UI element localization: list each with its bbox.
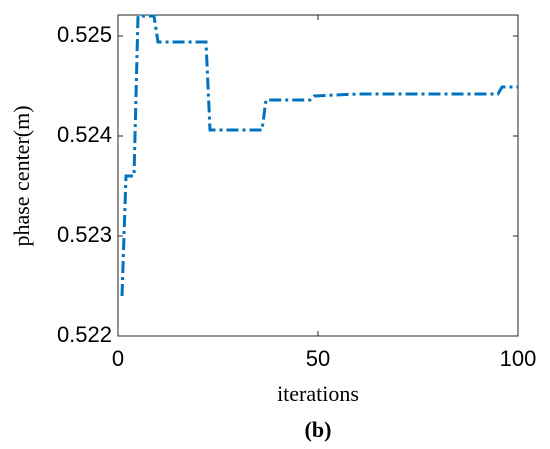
x-axis-label: iterations [277, 381, 359, 406]
y-tick-label: 0.525 [57, 22, 112, 47]
plot-frame [117, 14, 519, 337]
y-axis-label: phase center(m) [9, 105, 34, 246]
x-tick-label: 0 [112, 346, 124, 371]
data-line [120, 14, 518, 297]
y-tick-label: 0.522 [57, 322, 112, 347]
y-tick-label: 0.524 [57, 122, 112, 147]
x-tick-label: 100 [500, 346, 537, 371]
x-tick-label: 50 [306, 346, 330, 371]
caption: (b) [305, 417, 332, 442]
y-tick-label: 0.523 [57, 222, 112, 247]
